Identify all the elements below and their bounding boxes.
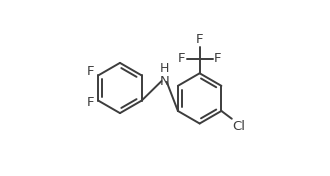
Text: F: F	[214, 52, 221, 65]
Text: H: H	[160, 62, 169, 75]
Text: N: N	[160, 75, 169, 88]
Text: Cl: Cl	[233, 120, 246, 133]
Text: F: F	[86, 96, 94, 109]
Text: F: F	[178, 52, 185, 65]
Text: F: F	[86, 65, 94, 78]
Text: F: F	[196, 33, 203, 46]
